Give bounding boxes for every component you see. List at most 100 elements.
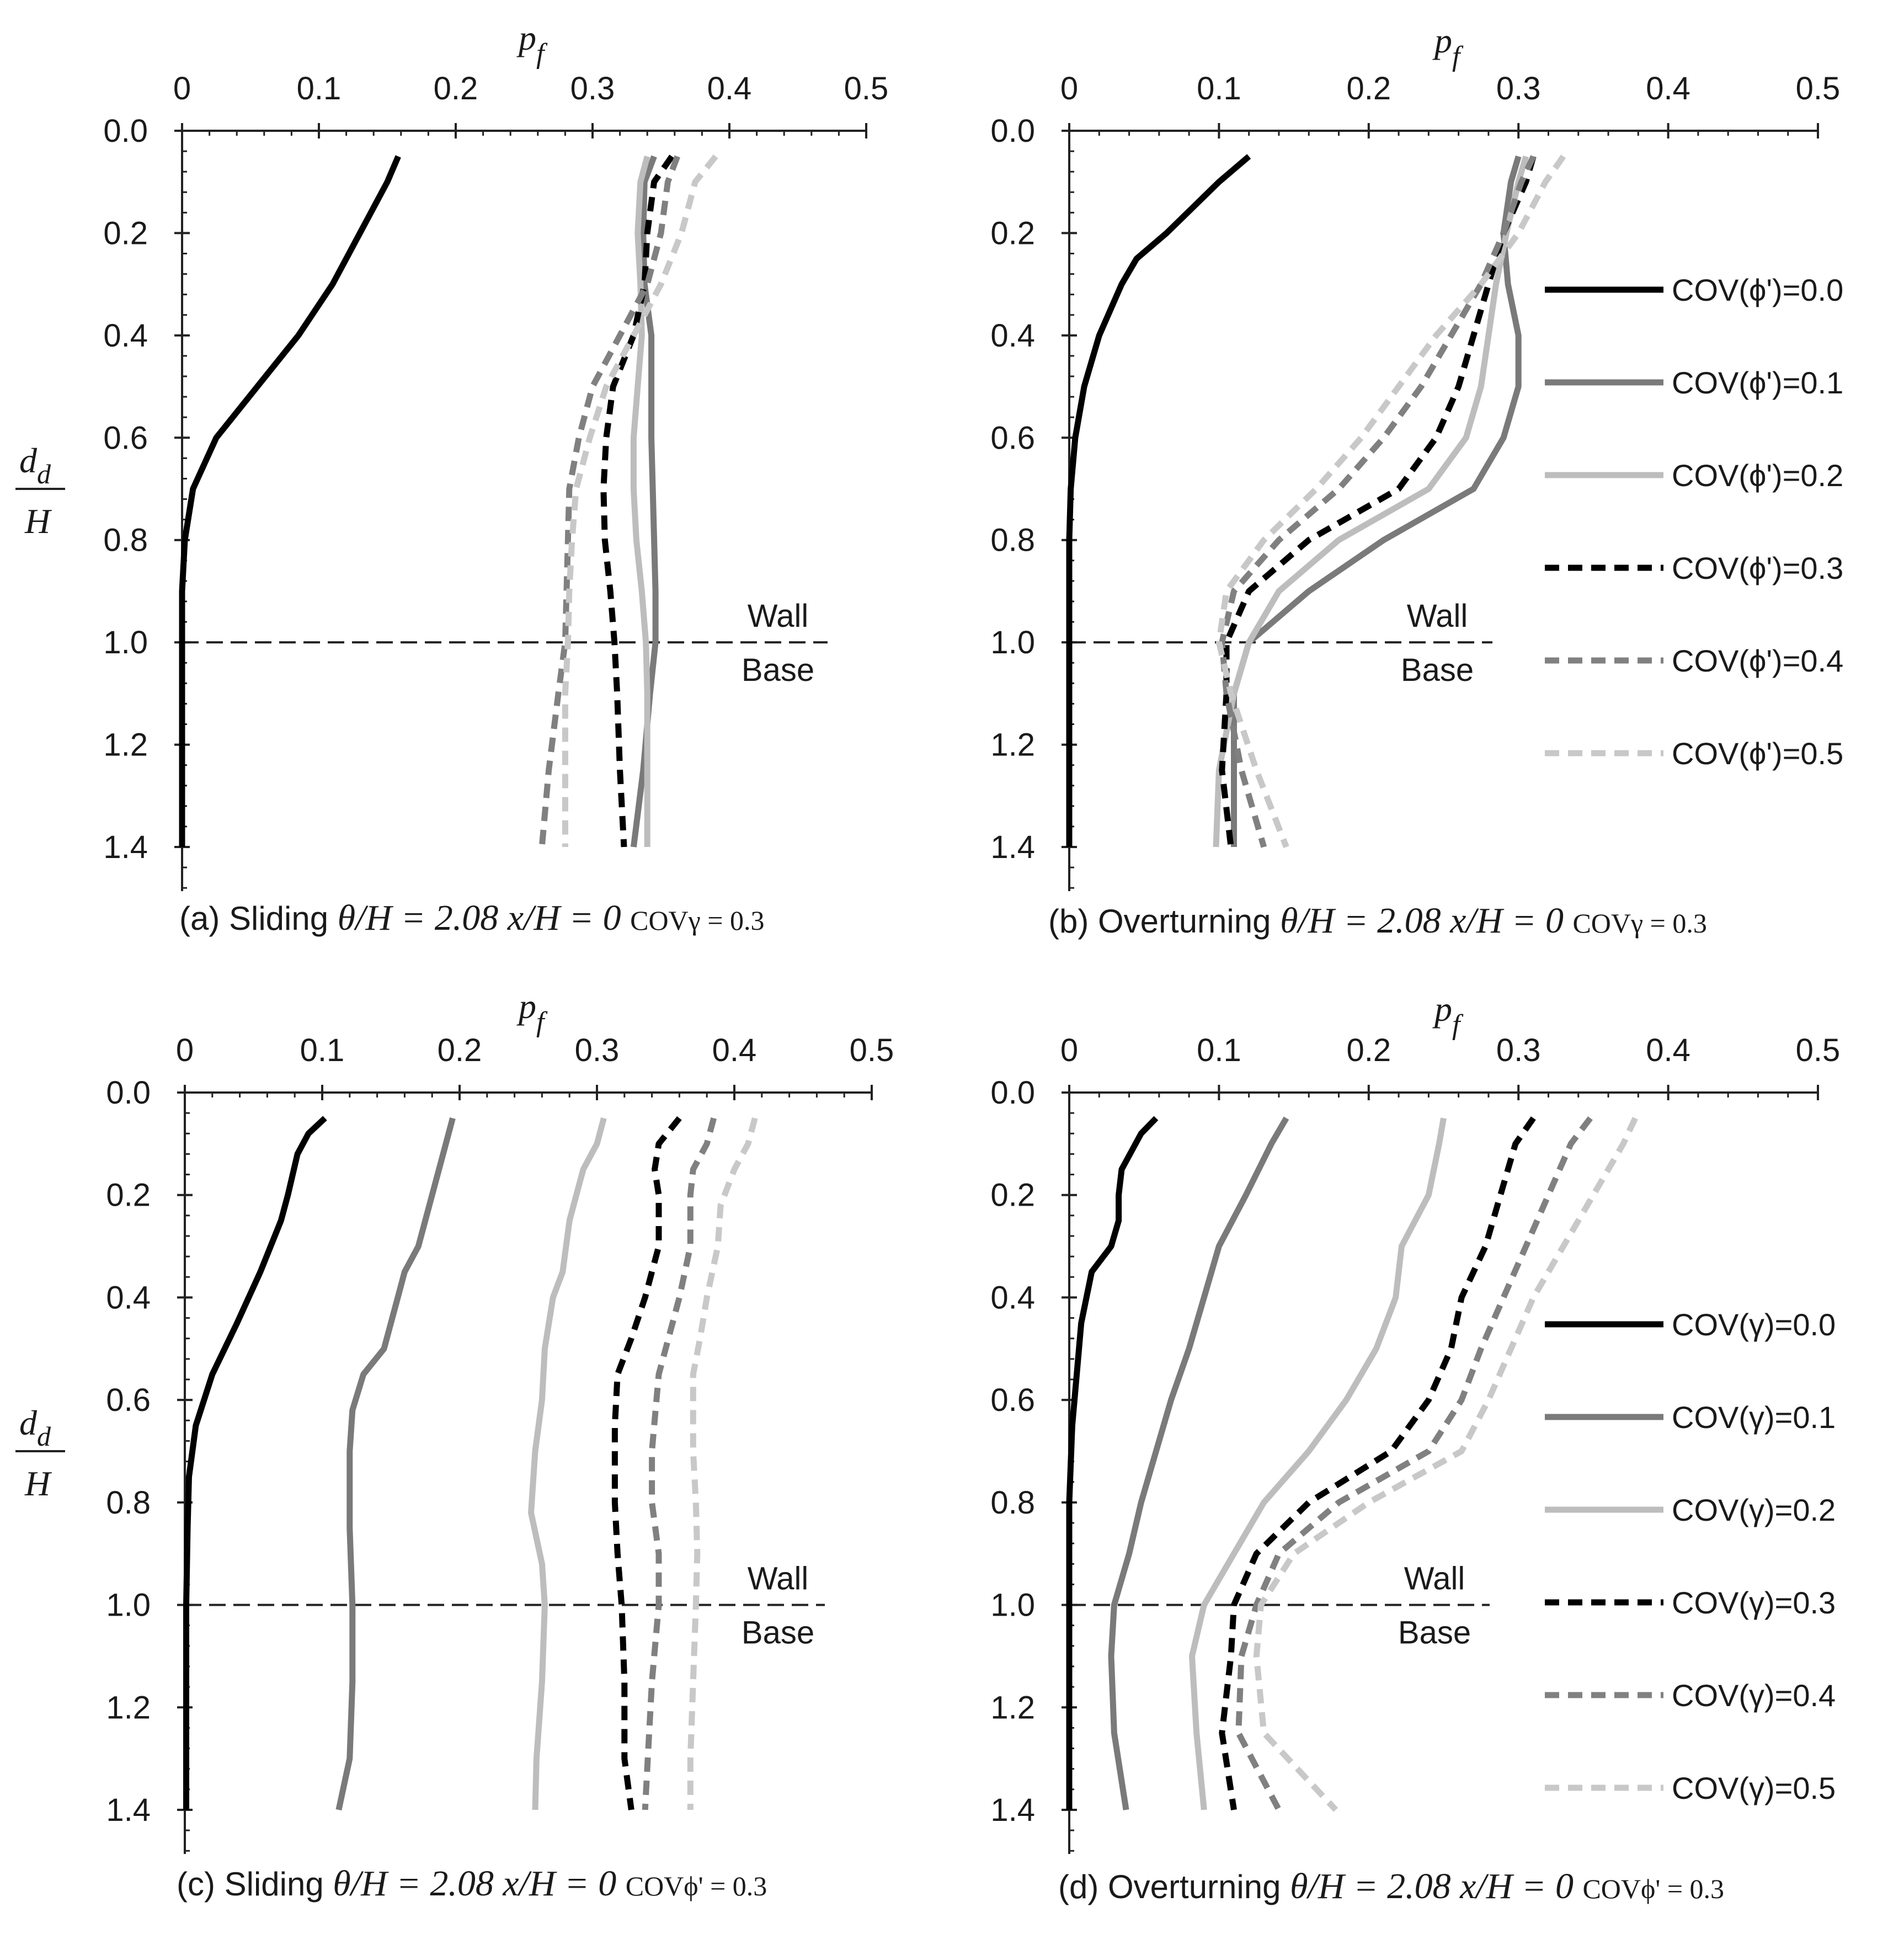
x-tick-label: 0.3 [575,1032,620,1068]
y-tick-label: 1.4 [106,1792,151,1828]
series-line-4 [1235,1116,1593,1812]
x-tick-label: 0 [1060,71,1078,106]
series-line-1 [630,155,659,848]
series-line-4 [642,1117,717,1810]
series-line-3 [600,154,675,848]
legend: COV(γ)=0.0 COV(γ)=0.1 COV(γ)=0.2 COV(γ)=0.3… [1545,1307,1836,1805]
y-tick-label: 1.0 [103,625,148,660]
series-line-2 [1213,155,1529,848]
y-tick-label: 1.0 [990,1587,1035,1623]
x-tick-label: 0.2 [434,71,478,106]
panel-a: 0 0.1 0.2 0.3 0.4 0.5 0.0 0.2 0.4 0.6 0.8 1.0 1.2 1.4… [15,18,888,938]
y-tick-label: 1.0 [106,1587,151,1623]
wall-label: Wall [748,598,809,634]
legend: COV(ϕ')=0.0 COV(ϕ')=0.1 COV(ϕ')=0.2 COV(ϕ')… [1545,273,1843,771]
series-line-5 [562,154,718,847]
series-line-5 [1253,1117,1638,1812]
x-tick-label: 0.3 [1496,1032,1541,1068]
panel-b: 0 0.1 0.2 0.3 0.4 0.5 0.0 0.2 0.4 0.6 0.8 1.0 1.2 1.4… [990,21,1843,941]
series-line-0 [1066,1116,1159,1810]
y-tick-label: 1.4 [990,829,1035,865]
series-line-5 [687,1117,758,1810]
y-tick-label: 0.2 [990,215,1035,251]
y-axis-title: dd H [15,441,65,541]
y-tick-label: 0.8 [106,1485,151,1521]
panel-caption: (d) Overturning θ/H = 2.08 x/H = 0 COVϕ'… [1058,1866,1724,1906]
x-tick-label: 0.5 [1796,1032,1841,1068]
x-tick-label: 0 [176,1032,194,1068]
series-line-0 [179,155,401,847]
y-tick-label: 0.0 [106,1075,151,1111]
y-tick-label: 1.2 [106,1690,151,1725]
y-tick-label: 0.4 [103,318,148,354]
x-axis-title: pf [1432,21,1464,72]
x-tick-label: 0.2 [1346,71,1391,106]
y-tick-label: 1.4 [103,829,148,865]
legend-label: COV(ϕ')=0.2 [1672,458,1843,493]
y-tick-label: 0.8 [103,523,148,558]
x-tick-label: 0 [173,71,191,106]
legend-label: COV(γ)=0.5 [1672,1771,1836,1805]
svg-text:dd: dd [19,1403,51,1452]
wall-label: Wall [748,1561,809,1597]
series-line-2 [528,1117,607,1810]
y-tick-label: 0.6 [103,420,148,456]
x-tick-label: 0.5 [850,1032,894,1068]
x-tick-label: 0.4 [712,1032,757,1068]
series-line-3 [1219,155,1537,848]
x-tick-label: 0.1 [1197,71,1241,106]
series-line-4 [538,155,680,848]
x-tick-label: 0.1 [300,1032,345,1068]
y-tick-label: 1.2 [990,1690,1035,1725]
y-tick-label: 0.2 [103,215,148,251]
base-label: Base [1398,1615,1471,1651]
svg-text:H: H [24,502,52,541]
x-tick-label: 0.4 [1646,1032,1690,1068]
series-line-1 [1108,1116,1289,1810]
x-tick-label: 0.5 [1796,71,1841,106]
y-tick-label: 0.6 [990,1382,1035,1418]
y-tick-label: 0.8 [990,1485,1035,1521]
legend-label: COV(ϕ')=0.3 [1672,551,1843,585]
y-tick-label: 1.4 [990,1792,1035,1828]
y-tick-label: 0.4 [990,1280,1035,1315]
svg-text:dd: dd [19,441,51,489]
legend-label: COV(ϕ')=0.5 [1672,736,1843,771]
x-tick-label: 0.4 [1646,71,1690,106]
base-label: Base [742,652,814,688]
y-tick-label: 0.8 [990,523,1035,558]
y-tick-label: 0.2 [106,1178,151,1213]
y-tick-label: 0.0 [103,113,148,149]
svg-text:H: H [24,1464,52,1503]
y-tick-label: 1.2 [990,727,1035,763]
series-line-3 [1219,1116,1536,1810]
series-line-2 [1189,1117,1447,1810]
legend-label: COV(γ)=0.4 [1672,1678,1836,1713]
y-tick-label: 1.0 [990,625,1035,660]
y-tick-label: 0.2 [990,1178,1035,1213]
panel-d: 0 0.1 0.2 0.3 0.4 0.5 0.0 0.2 0.4 0.6 0.8 1.0 1.2 1.4… [990,989,1840,1906]
x-tick-label: 0.1 [1197,1032,1241,1068]
x-tick-label: 0.5 [844,71,889,106]
legend-label: COV(ϕ')=0.1 [1672,365,1843,400]
panel-caption: (b) Overturning θ/H = 2.08 x/H = 0 COVγ … [1048,901,1707,941]
legend-label: COV(ϕ')=0.0 [1672,273,1843,307]
series-line-5 [1215,154,1566,848]
legend-label: COV(γ)=0.1 [1672,1400,1836,1435]
y-tick-label: 0.0 [990,113,1035,149]
wall-label: Wall [1404,1561,1465,1597]
base-label: Base [742,1615,814,1651]
x-tick-label: 0.4 [707,71,752,106]
series-line-0 [183,1116,327,1810]
base-label: Base [1401,652,1474,688]
x-axis-title: pf [516,18,548,70]
legend-label: COV(ϕ')=0.4 [1672,643,1843,678]
series-line-2 [630,155,650,847]
x-tick-label: 0 [1060,1032,1078,1068]
wall-label: Wall [1407,598,1468,634]
panel-caption: (a) Sliding θ/H = 2.08 x/H = 0 COVγ = 0.… [179,898,764,938]
x-tick-label: 0.3 [570,71,615,106]
x-tick-label: 0.2 [438,1032,482,1068]
series-line-0 [1066,154,1251,847]
